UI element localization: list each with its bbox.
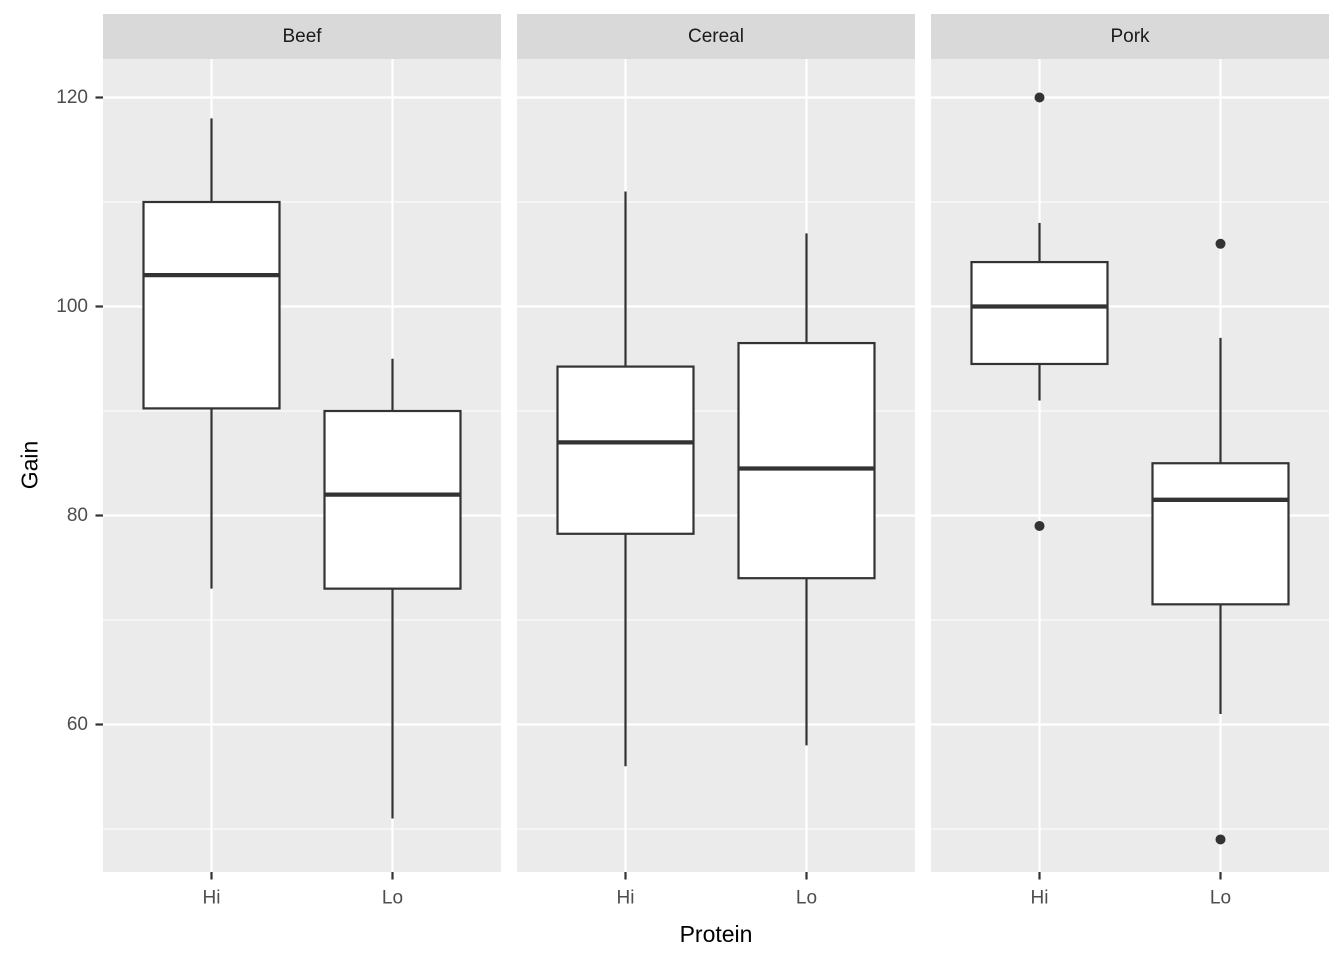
boxplot-box <box>970 260 1109 366</box>
x-tick-label-beef-lo: Lo <box>382 888 403 909</box>
y-tick-label-120: 120 <box>56 87 88 108</box>
x-tick-label-pork-hi: Hi <box>1031 888 1049 909</box>
boxplot-pork-lo <box>1151 238 1290 845</box>
facet-cereal: Cereal Hi Lo <box>517 14 915 909</box>
boxplot-box <box>556 365 695 535</box>
facet-strip-label-cereal: Cereal <box>688 26 744 47</box>
facet-beef: Beef Hi Lo <box>103 14 501 909</box>
boxplot-box <box>323 409 462 590</box>
facet-strip-label-pork: Pork <box>1110 26 1150 47</box>
y-tick-label-80: 80 <box>67 505 88 526</box>
facet-strip-beef <box>103 14 501 59</box>
x-tick-label-pork-lo: Lo <box>1210 888 1231 909</box>
x-tick-label-beef-hi: Hi <box>203 888 221 909</box>
x-tick-label-cereal-hi: Hi <box>617 888 635 909</box>
y-axis-title: Gain <box>16 440 43 490</box>
boxplot-box <box>142 200 281 410</box>
facet-strip-cereal <box>517 14 915 59</box>
facet-strip-label-beef: Beef <box>282 26 322 47</box>
y-tick-label-60: 60 <box>67 714 88 735</box>
boxplot-cereal-hi <box>556 191 695 767</box>
boxplot-beef-hi <box>142 118 281 589</box>
boxplot-beef-lo <box>323 358 462 819</box>
outlier-point-120 <box>1034 92 1045 103</box>
boxplot-pork-hi <box>970 92 1109 531</box>
outlier-point-49 <box>1215 834 1226 845</box>
outlier-point-79 <box>1034 520 1045 531</box>
x-tick-label-cereal-lo: Lo <box>796 888 817 909</box>
boxplot-box <box>1151 462 1290 606</box>
facet-pork: Pork Hi Lo <box>931 14 1329 909</box>
boxplot-cereal-lo <box>737 233 876 746</box>
boxplot-box <box>737 341 876 580</box>
y-tick-label-100: 100 <box>56 296 88 317</box>
x-axis-title: Protein <box>679 921 753 947</box>
facet-strip-pork <box>931 14 1329 59</box>
outlier-point-106 <box>1215 238 1226 249</box>
